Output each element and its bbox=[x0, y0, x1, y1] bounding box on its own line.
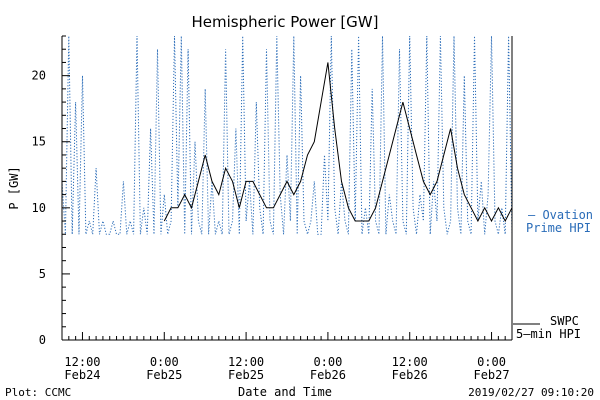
series-line-0 bbox=[61, 35, 513, 237]
legend-swpc-line1: SWPC bbox=[550, 314, 579, 328]
footer-left: Plot: CCMC bbox=[5, 386, 71, 399]
x-tick-date-label: Feb25 bbox=[228, 368, 264, 382]
x-tick-date-label: Feb25 bbox=[146, 368, 182, 382]
plot-area bbox=[61, 35, 513, 237]
x-axis-label: Date and Time bbox=[238, 385, 332, 399]
x-axis: 12:00Feb240:00Feb2512:00Feb250:00Feb2612… bbox=[61, 332, 513, 382]
y-tick-label: 5 bbox=[39, 267, 46, 281]
x-tick-date-label: Feb26 bbox=[392, 368, 428, 382]
x-tick-date-label: Feb27 bbox=[473, 368, 509, 382]
series-line-1 bbox=[163, 62, 513, 223]
legend-ovation-line2: Prime HPI bbox=[526, 221, 591, 235]
x-tick-date-label: Feb26 bbox=[310, 368, 346, 382]
legend-ovation-line1: — Ovation bbox=[528, 208, 593, 222]
y-tick-label: 15 bbox=[32, 135, 46, 149]
y-tick-label: 10 bbox=[32, 201, 46, 215]
y-axis-label: P [GW] bbox=[7, 166, 21, 209]
y-axis: 0 5 10 15 20 bbox=[32, 35, 513, 347]
x-tick-time-label: 12:00 bbox=[228, 355, 264, 369]
x-tick-time-label: 0:00 bbox=[477, 355, 506, 369]
x-tick-time-label: 12:00 bbox=[392, 355, 428, 369]
legend-swpc-line2: 5—min HPI bbox=[516, 327, 581, 341]
x-tick-time-label: 0:00 bbox=[150, 355, 179, 369]
y-tick-label: 20 bbox=[32, 69, 46, 83]
footer-right: 2019/02/27 09:10:20 bbox=[468, 386, 594, 399]
x-tick-time-label: 12:00 bbox=[64, 355, 100, 369]
y-tick-label: 0 bbox=[39, 333, 46, 347]
x-tick-time-label: 0:00 bbox=[313, 355, 342, 369]
chart-title: Hemispheric Power [GW] bbox=[192, 13, 379, 31]
x-tick-date-label: Feb24 bbox=[64, 368, 100, 382]
